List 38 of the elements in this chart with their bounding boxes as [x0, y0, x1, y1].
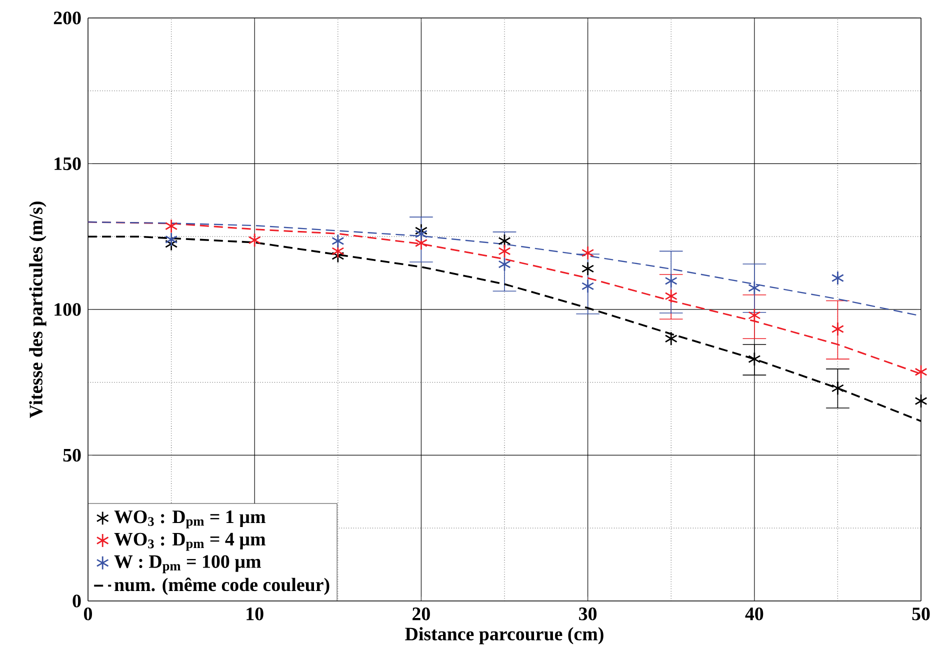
legend-label: W : D$_{pm}$ = 100 µm: [114, 555, 261, 574]
point: [748, 280, 761, 296]
point: [914, 364, 928, 380]
point: [498, 244, 511, 258]
point: [748, 352, 761, 366]
x-axis-title: Distance parcourue (cm): [405, 627, 604, 644]
y-axis-title: Vitesse des particules (m/s): [29, 202, 46, 418]
point: [664, 274, 678, 288]
y-tick-label: 150: [54, 157, 81, 170]
point: [332, 234, 344, 248]
y-tick-label: 100: [54, 303, 81, 316]
point: [831, 322, 844, 336]
y-tick-label: 200: [54, 12, 81, 24]
x-tick-label: 50: [912, 608, 930, 620]
point: [831, 270, 844, 286]
point: [664, 288, 678, 304]
point: [498, 257, 511, 272]
point: [914, 394, 928, 408]
y-tick-label: 50: [63, 448, 81, 462]
x-tick-label: 20: [412, 608, 430, 620]
point: [165, 218, 178, 234]
point: [582, 262, 594, 276]
x-tick-label: 10: [246, 608, 264, 620]
point: [748, 308, 761, 322]
y-tick-label: 0: [72, 594, 81, 608]
x-tick-label: 40: [745, 608, 764, 620]
legend-label: num. (même code couleur): [114, 578, 330, 595]
point: [165, 232, 178, 247]
point: [248, 232, 261, 248]
legend-label: WO$_{3}$ : D$_{pm}$ = 4 µm: [114, 532, 266, 551]
point: [664, 331, 678, 346]
legend-label: WO$_{3}$ : D$_{pm}$ = 1 µm: [114, 510, 266, 528]
x-tick-label: 30: [579, 608, 597, 620]
point: [831, 381, 844, 396]
point: [582, 246, 594, 260]
point: [414, 226, 428, 242]
point: [582, 278, 594, 294]
x-tick-label: 0: [84, 608, 92, 620]
